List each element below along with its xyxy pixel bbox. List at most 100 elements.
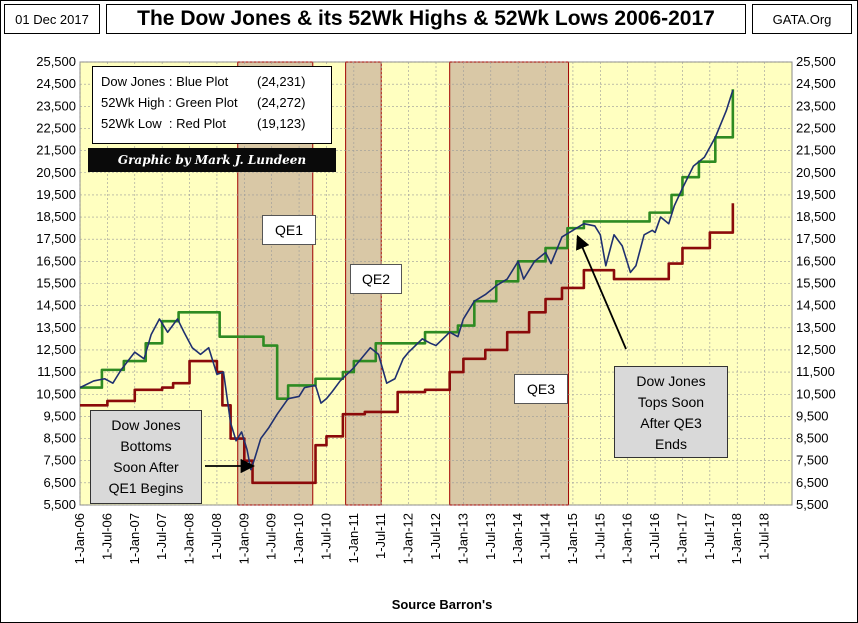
note-bottom: Dow Jones Bottoms Soon After QE1 Begins [90,410,202,504]
legend-value: (24,272) [257,95,306,110]
x-tick-label: 1-Jul-15 [592,513,607,560]
date-label: 01 Dec 2017 [4,4,100,34]
y-tick-label-right: 14,500 [796,298,836,313]
y-tick-label-left: 22,500 [36,120,76,135]
legend-name: 52Wk Low : Red Plot [101,116,226,131]
y-tick-label-right: 8,500 [796,431,829,446]
note-top: Dow Jones Tops Soon After QE3 Ends [614,366,728,458]
x-tick-label: 1-Jan-12 [401,513,416,564]
x-tick-label: 1-Jan-07 [127,513,142,564]
series-52wk-low [79,89,734,471]
y-axis-right: 5,500 6,500 7,500 8,500 9,500 10,500 11,500 12,… [796,54,836,512]
x-tick-label: 1-Jul-12 [428,513,443,560]
y-tick-label-right: 9,500 [796,408,829,423]
y-tick-label-right: 23,500 [796,98,836,113]
y-tick-label-right: 13,500 [796,320,836,335]
y-tick-label-left: 5,500 [43,497,76,512]
x-tick-label: 1-Jul-16 [647,513,662,560]
note-line: QE1 Begins [108,480,184,496]
chart-title: The Dow Jones & its 52Wk Highs & 52Wk Lo… [106,4,746,34]
y-tick-label-right: 24,500 [796,76,836,91]
y-axis-left: 5,500 6,500 7,500 8,500 9,500 10,500 11,500 12,… [36,54,76,512]
y-tick-label-left: 19,500 [36,187,76,202]
y-tick-label-left: 20,500 [36,165,76,180]
credit-banner: Graphic by Mark J. Lundeen [88,148,336,172]
x-tick-label: 1-Jul-07 [154,513,169,560]
y-tick-label-right: 15,500 [796,276,836,291]
legend-name: 52Wk High : Green Plot [101,95,238,110]
legend-name: Dow Jones : Blue Plot [101,74,229,89]
x-axis: 1-Jan-06 1-Jul-06 1-Jan-07 1-Jul-07 1-Jan-08… [72,513,772,564]
y-tick-label-left: 13,500 [36,320,76,335]
y-tick-label-right: 20,500 [796,165,836,180]
legend-value: (24,231) [257,74,306,89]
y-tick-label-left: 25,500 [36,54,76,69]
x-tick-label: 1-Jan-14 [510,513,525,564]
x-tick-label: 1-Jan-10 [291,513,306,564]
y-tick-label-right: 5,500 [796,497,829,512]
y-tick-label-left: 23,500 [36,98,76,113]
x-tick-label: 1-Jan-13 [455,513,470,564]
y-tick-label-right: 7,500 [796,453,829,468]
x-tick-label: 1-Jan-11 [346,513,361,563]
note-line: Dow Jones [111,417,181,433]
y-tick-label-left: 17,500 [36,231,76,246]
y-tick-label-left: 7,500 [43,453,76,468]
y-tick-label-right: 16,500 [796,253,836,268]
qe2-label: QE2 [350,264,402,294]
y-tick-label-left: 12,500 [36,342,76,357]
y-tick-label-left: 16,500 [36,253,76,268]
x-tick-label: 1-Jul-10 [318,513,333,560]
y-tick-label-left: 15,500 [36,276,76,291]
x-tick-label: 1-Jul-09 [264,513,279,560]
y-tick-label-right: 19,500 [796,187,836,202]
qe1-label: QE1 [262,215,316,245]
x-tick-label: 1-Jul-14 [538,513,553,560]
y-tick-label-right: 12,500 [796,342,836,357]
note-line: Ends [655,436,687,452]
y-tick-label-left: 8,500 [43,431,76,446]
arrow-to-top [576,234,627,350]
y-tick-label-right: 17,500 [796,231,836,246]
x-tick-label: 1-Jan-09 [236,513,251,564]
annotation-arrows [205,234,627,474]
legend-value: (19,123) [257,116,306,131]
x-tick-label: 1-Jan-18 [729,513,744,564]
series-52wk-high [80,89,735,400]
y-tick-label-right: 22,500 [796,120,836,135]
legend-row-high: 52Wk High : Green Plot (24,272) [101,92,323,113]
y-tick-label-left: 6,500 [43,475,76,490]
legend-row-dow: Dow Jones : Blue Plot (24,231) [101,71,323,92]
y-tick-label-right: 18,500 [796,209,836,224]
x-tick-label: 1-Jul-06 [99,513,114,560]
y-tick-label-left: 18,500 [36,209,76,224]
y-tick-label-right: 10,500 [796,386,836,401]
x-tick-label: 1-Jan-06 [72,513,87,564]
x-tick-label: 1-Jan-16 [620,513,635,564]
y-tick-label-left: 11,500 [37,364,76,379]
x-tick-label: 1-Jul-08 [209,513,224,560]
x-tick-label: 1-Jul-17 [702,513,717,560]
series-lines [79,89,735,485]
x-tick-label: 1-Jan-08 [182,513,197,564]
note-line: Dow Jones [636,373,706,389]
legend: Dow Jones : Blue Plot (24,231) 52Wk High… [92,66,332,144]
y-tick-label-right: 6,500 [796,475,829,490]
y-tick-label-left: 24,500 [36,76,76,91]
y-tick-label-left: 9,500 [43,408,76,423]
series-dow-jones [80,203,735,485]
y-tick-label-left: 21,500 [36,143,76,158]
x-tick-label: 1-Jul-18 [757,513,772,560]
y-tick-label-right: 21,500 [796,143,836,158]
note-line: After QE3 [640,415,702,431]
y-tick-label-right: 25,500 [796,54,836,69]
site-label: GATA.Org [752,4,852,34]
y-tick-label-right: 11,500 [796,364,835,379]
x-tick-label: 1-Jul-13 [483,513,498,560]
x-tick-label: 1-Jan-15 [565,513,580,564]
x-tick-label: 1-Jan-17 [674,513,689,564]
qe3-label: QE3 [514,374,568,404]
legend-row-low: 52Wk Low : Red Plot (19,123) [101,113,323,134]
y-tick-label-left: 14,500 [36,298,76,313]
note-line: Bottoms [120,438,172,454]
